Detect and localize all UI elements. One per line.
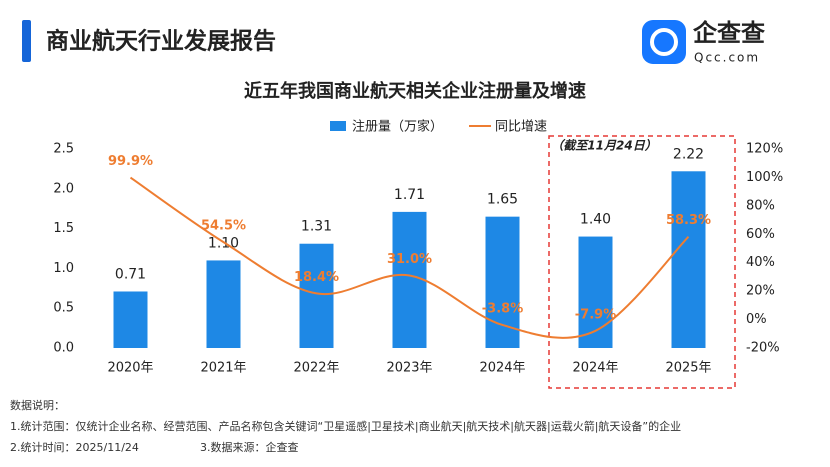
x-tick-label: 2022年 — [293, 361, 339, 376]
x-tick-label: 2024年 — [479, 361, 525, 376]
bar — [485, 216, 520, 348]
y-tick-label: 2.5 — [53, 142, 74, 157]
bar — [671, 171, 706, 348]
y-tick-label: 0.5 — [53, 301, 74, 316]
y2-tick-label: 0% — [746, 312, 767, 327]
header-accent — [22, 20, 31, 62]
line — [129, 176, 690, 339]
y2-tick-label: 60% — [746, 227, 775, 242]
y2-tick-label: -20% — [746, 341, 780, 356]
plot: 0.0 0.5 1.0 1.5 2.0 2.5 -20% 0% 20% 40% 60% 80% 100%… — [53, 142, 783, 376]
y-tick-label: 1.5 — [53, 221, 74, 236]
note-line: 1.统计范围：仅统计企业名称、经营范围、产品名称包含关键词“卫星遥感|卫星技术|… — [10, 419, 681, 433]
line-value-label: 31.0% — [387, 252, 432, 267]
logo-ring — [650, 28, 678, 56]
legend-swatch — [330, 121, 346, 131]
x-tick-label: 2024年 — [572, 361, 618, 376]
legend: 注册量（万家） 同比增速 — [330, 119, 547, 135]
y2-tick-label: 100% — [746, 170, 783, 185]
bar — [206, 260, 241, 348]
y-tick-label: 2.0 — [53, 181, 74, 196]
bar — [299, 243, 334, 348]
logo-url: Qcc.com — [694, 51, 760, 65]
x-tick-label: 2021年 — [200, 361, 246, 376]
bar-value-label: 1.65 — [487, 192, 518, 208]
bar-value-label: 2.22 — [673, 146, 704, 162]
logo-text: 企查查 — [693, 19, 765, 47]
x-tick-label: 2020年 — [107, 361, 153, 376]
line-value-label: -3.8% — [482, 301, 523, 316]
notes-heading: 数据说明： — [10, 398, 65, 412]
bar-value-label: 1.40 — [580, 212, 611, 228]
logo: 企查查 Qcc.com — [642, 19, 765, 65]
line-value-label: 58.3% — [666, 213, 711, 228]
header-title: 商业航天行业发展报告 — [46, 28, 276, 55]
note-line: 3.数据来源：企查查 — [200, 440, 299, 454]
note-line: 2.统计时间：2025/11/24 — [10, 441, 139, 454]
bar-value-label: 1.31 — [301, 219, 332, 235]
x-tick-label: 2025年 — [665, 361, 711, 376]
bar — [113, 291, 148, 348]
line-value-label: 99.9% — [108, 154, 153, 169]
legend-label: 同比增速 — [495, 120, 547, 135]
y-tick-label: 1.0 — [53, 261, 74, 276]
y2-tick-label: 40% — [746, 255, 775, 270]
highlight-box — [548, 135, 736, 389]
y2-tick-label: 120% — [746, 142, 783, 157]
x-tick-label: 2023年 — [386, 361, 432, 376]
y2-tick-label: 20% — [746, 284, 775, 299]
chart-title: 近五年我国商业航天相关企业注册量及增速 — [244, 80, 586, 102]
bar — [578, 236, 613, 348]
y-tick-label: 0.0 — [53, 341, 74, 356]
bar-value-label: 0.71 — [115, 266, 146, 282]
line-value-label: 18.4% — [294, 270, 339, 285]
bar — [392, 211, 427, 348]
line-value-label: -7.9% — [575, 307, 616, 322]
y2-tick-label: 80% — [746, 198, 775, 213]
legend-label: 注册量（万家） — [352, 119, 443, 135]
line-value-label: 54.5% — [201, 219, 246, 234]
logo-icon — [642, 20, 686, 64]
annotation: （截至11月24日） — [551, 139, 656, 153]
bar-value-label: 1.71 — [394, 187, 425, 203]
